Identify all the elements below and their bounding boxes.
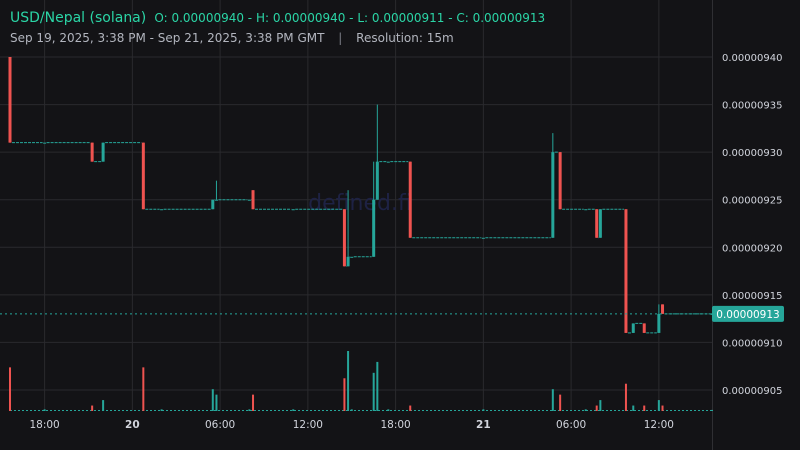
volume-bars — [9, 351, 713, 411]
volume-bar — [599, 400, 602, 411]
x-tick-label: 21 — [476, 419, 491, 431]
candle-body — [595, 209, 599, 238]
candle-body — [408, 161, 412, 238]
volume-bar — [584, 409, 587, 411]
candle-body — [375, 161, 379, 200]
volume-bar — [211, 389, 214, 411]
x-tick-label: 06:00 — [556, 419, 586, 431]
candle-body — [350, 256, 354, 258]
candle-body — [342, 209, 346, 267]
y-tick-label: 0.00000910 — [722, 338, 782, 349]
volume-bar — [643, 405, 646, 411]
candle-body — [661, 304, 665, 314]
last-price-badge — [712, 305, 784, 322]
last-price-label: 0.00000913 — [716, 309, 779, 321]
y-tick-label: 0.00000930 — [722, 148, 782, 159]
y-tick-label: 0.00000920 — [722, 243, 782, 254]
volume-bar — [102, 400, 105, 411]
candle-body — [160, 209, 164, 211]
candle-body — [346, 256, 350, 267]
chart-header: USD/Nepal (solana) O: 0.00000940 - H: 0.… — [10, 10, 545, 45]
candle-body — [247, 199, 251, 201]
watermark: defined.fi — [308, 191, 412, 216]
volume-bar — [91, 405, 94, 411]
volume-bar — [252, 394, 255, 411]
ohlc-values: O: 0.00000940 - H: 0.00000940 - L: 0.000… — [154, 11, 546, 25]
price-axis[interactable]: 0.00000905 0.00000910 0.00000915 0.00000920… — [722, 53, 782, 397]
y-tick-label: 0.00000905 — [722, 386, 782, 397]
y-tick-label: 0.00000925 — [722, 196, 782, 207]
volume-bar — [632, 405, 635, 411]
candle-body — [598, 209, 602, 238]
candle-body — [8, 57, 12, 143]
volume-bar — [387, 409, 390, 411]
time-axis[interactable]: 18:00 20 06:00 12:00 18:00 21 06:00 12:00 — [29, 419, 674, 431]
candle-body — [43, 142, 47, 144]
candle-body — [657, 313, 661, 333]
x-tick-label: 12:00 — [293, 419, 323, 431]
x-tick-label: 12:00 — [644, 419, 674, 431]
volume-bar — [595, 405, 598, 411]
candle-body — [481, 237, 485, 239]
volume-bar — [559, 394, 562, 411]
candle-body — [551, 152, 555, 238]
volume-bar — [343, 378, 346, 411]
candle-body — [584, 209, 588, 211]
volume-bar — [160, 409, 163, 411]
candle-body — [624, 209, 628, 333]
volume-bar — [350, 409, 353, 411]
volume-bar — [215, 394, 218, 411]
candle-body — [631, 323, 635, 333]
candle-body — [251, 190, 255, 210]
candles — [8, 57, 714, 334]
date-range: Sep 19, 2025, 3:38 PM - Sep 21, 2025, 3:… — [10, 31, 325, 45]
y-tick-label: 0.00000940 — [722, 53, 782, 64]
last-price-marker: 0.00000913 — [0, 305, 784, 322]
volume-bar — [657, 400, 660, 411]
candle-body — [291, 209, 295, 211]
y-tick-label: 0.00000915 — [722, 291, 782, 302]
candle-body — [642, 323, 646, 333]
volume-bar — [624, 383, 627, 411]
candle-body — [90, 142, 94, 162]
pair-title: USD/Nepal (solana) — [10, 10, 147, 26]
candle-body — [372, 199, 376, 257]
volume-bar — [43, 409, 46, 411]
volume-bar — [376, 361, 379, 411]
volume-bar — [551, 389, 554, 411]
volume-bar — [409, 405, 412, 411]
volume-bar — [661, 405, 664, 411]
x-tick-label: 18:00 — [29, 419, 59, 431]
candle-body — [558, 152, 562, 210]
volume-bar — [347, 351, 350, 411]
volume-bar — [372, 372, 375, 411]
separator: | — [338, 31, 343, 45]
pair-row: USD/Nepal (solana) O: 0.00000940 - H: 0.… — [10, 10, 545, 26]
candle-body — [101, 142, 105, 162]
candle-body — [386, 161, 390, 163]
volume-bar — [9, 367, 11, 411]
x-tick-label: 06:00 — [205, 419, 235, 431]
candle-body — [141, 142, 145, 210]
candle-body — [214, 199, 218, 201]
volume-bar — [142, 367, 145, 411]
volume-bar — [482, 409, 485, 411]
x-tick-label: 18:00 — [380, 419, 410, 431]
grid-lines — [0, 0, 713, 450]
y-tick-label: 0.00000935 — [722, 101, 782, 112]
volume-bar — [711, 409, 713, 411]
range-row: Sep 19, 2025, 3:38 PM - Sep 21, 2025, 3:… — [10, 31, 545, 45]
volume-bar — [292, 409, 295, 411]
x-tick-label: 20 — [125, 419, 140, 431]
candle-body — [211, 199, 215, 210]
resolution-label: Resolution: 15m — [356, 31, 454, 45]
volume-bar — [248, 409, 251, 411]
